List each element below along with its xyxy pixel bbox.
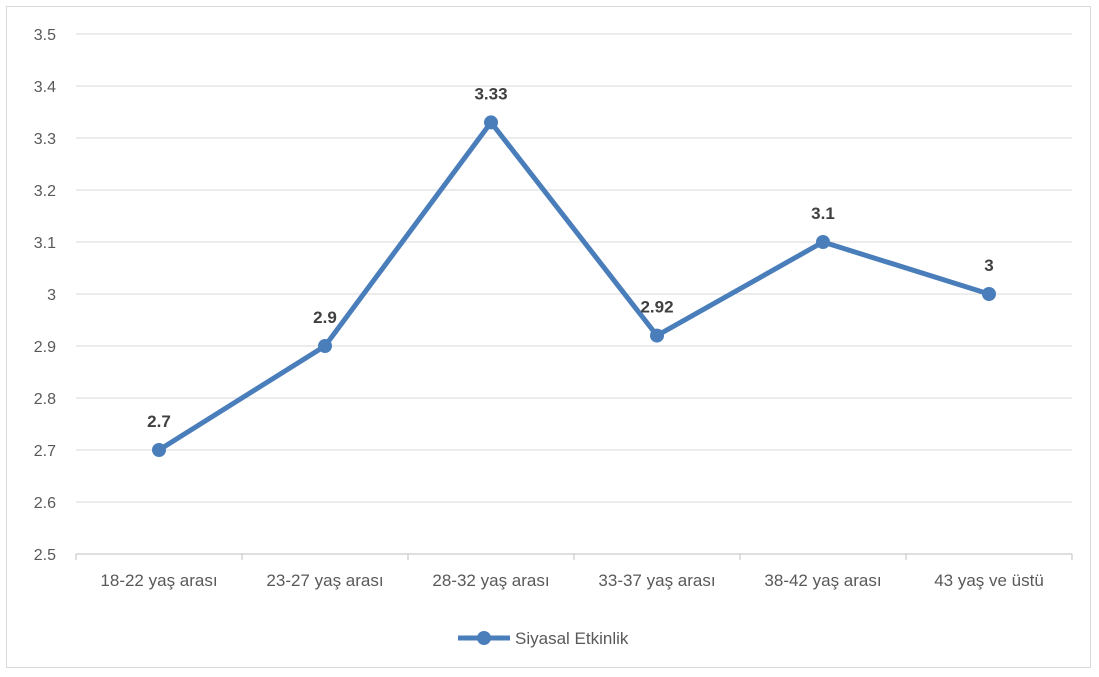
series-line-group [156,119,992,453]
data-point [816,235,830,249]
legend-marker [477,631,491,645]
data-point [982,287,996,301]
x-axis [75,553,1073,560]
x-axis-ticks: 18-22 yaş arası 23-27 yaş arası 28-32 yaş … [100,571,1043,590]
y-tick-label: 3 [47,287,56,304]
legend-label: Siyasal Etkinlik [515,629,629,648]
y-tick-label: 2.8 [34,391,56,408]
data-point [484,115,498,130]
chart-frame [6,6,1091,668]
data-label: 3 [984,256,993,275]
data-label: 2.7 [147,412,171,431]
x-tick-label: 23-27 yaş arası [266,571,383,590]
series-line [156,119,992,453]
data-label: 2.9 [313,308,337,327]
y-tick-label: 3.5 [34,27,56,44]
y-tick-label: 2.5 [34,547,56,564]
data-labels: 2.7 2.9 3.33 2.92 3.1 3 [147,84,994,431]
y-tick-label: 3.4 [34,79,56,96]
data-points [152,115,996,457]
y-axis-ticks: 2.5 2.6 2.7 2.8 2.9 3 3.1 3.2 3.3 3.4 3.5 [34,27,56,564]
data-label: 3.33 [474,84,507,103]
y-tick-label: 2.7 [34,443,56,460]
y-tick-label: 2.9 [34,339,56,356]
y-tick-label: 3.1 [34,235,56,252]
data-point [650,328,664,343]
data-label: 3.1 [811,204,835,223]
legend: Siyasal Etkinlik [458,629,629,648]
x-tick-label: 28-32 yaş arası [432,571,549,590]
y-tick-label: 3.3 [34,131,56,148]
x-tick-label: 38-42 yaş arası [764,571,881,590]
gridlines [76,33,1072,503]
data-point [152,443,166,457]
y-tick-label: 3.2 [34,183,56,200]
data-point [318,339,332,353]
y-tick-label: 2.6 [34,495,56,512]
x-tick-label: 18-22 yaş arası [100,571,217,590]
x-tick-label: 43 yaş ve üstü [934,571,1044,590]
x-tick-label: 33-37 yaş arası [598,571,715,590]
data-label: 2.92 [640,298,673,317]
